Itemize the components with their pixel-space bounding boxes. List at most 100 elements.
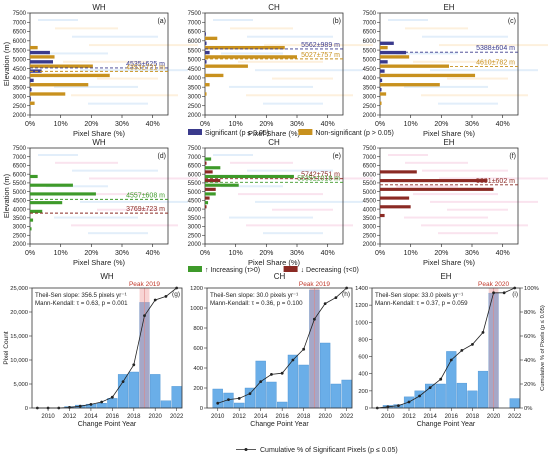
- x-tick-label: 40%: [146, 121, 160, 128]
- x-tick-label: 2010: [381, 414, 395, 420]
- cumulative-point: [78, 404, 82, 408]
- y-tick-label: 4000: [363, 76, 377, 82]
- y-tick-label: 5500: [188, 181, 202, 187]
- y-tick-label: 6500: [363, 30, 377, 36]
- x-tick-label: 2020: [149, 414, 163, 420]
- stripe: [238, 193, 323, 196]
- year-bar: [128, 371, 139, 409]
- x-tick-label: 0%: [200, 121, 210, 128]
- bar-a: [205, 50, 210, 55]
- y-tick-label: 1200: [190, 286, 203, 292]
- stripe: [72, 169, 158, 172]
- bar-a: [30, 201, 63, 205]
- x-tick-label: 30%: [290, 250, 304, 257]
- x-axis-label: Change Point Year: [78, 421, 137, 428]
- mean-label: 4557±608 m: [126, 192, 165, 199]
- stripe: [388, 154, 428, 156]
- y-tick-label: 6500: [188, 30, 202, 36]
- y-tick-label: 5500: [13, 48, 27, 54]
- plot-frame: [29, 12, 169, 116]
- y-tick-label: 5000: [13, 58, 27, 64]
- cumulative-point: [418, 394, 421, 398]
- y-tick-label: 3500: [363, 85, 377, 91]
- year-bar: [287, 354, 299, 409]
- y-tick-label: 7000: [363, 155, 377, 161]
- x-tick-label: 20%: [434, 121, 448, 128]
- mean-label: 5742±751 m: [301, 172, 340, 179]
- y-tick-label: 4000: [13, 207, 27, 213]
- stripe: [405, 161, 468, 164]
- panel-b: 0% 10% 20% 30% 40% Pixel Share (%) 2000 2500 300…: [188, 3, 373, 138]
- cumulative-point: [121, 380, 125, 383]
- y-tick-label: 7500: [13, 11, 27, 17]
- year-bar: [266, 381, 277, 409]
- stripe: [238, 60, 323, 63]
- stats-text: Mann-Kendall: τ = 0.37, p = 0.059: [375, 300, 468, 307]
- x-tick-label: 20%: [434, 250, 448, 257]
- bar-a: [205, 41, 207, 45]
- bar-a: [380, 69, 385, 73]
- y-tick-label: 3500: [363, 216, 377, 222]
- x-tick-label: 0%: [375, 121, 385, 128]
- y-tick-label: 6500: [363, 164, 377, 170]
- stripe: [421, 224, 528, 227]
- x-tick-label: 2018: [127, 414, 141, 420]
- cumulative-point: [407, 400, 411, 404]
- bar-b: [205, 187, 216, 191]
- y-tick-label: 400: [193, 366, 203, 372]
- stripe: [247, 35, 333, 38]
- bar-a: [205, 201, 209, 205]
- plot-frame: [371, 287, 521, 409]
- bar-a: [30, 192, 96, 196]
- bar-a: [380, 78, 383, 83]
- y2-tick-label: 100%: [524, 286, 539, 292]
- stripe: [54, 85, 138, 88]
- bar-b: [205, 161, 207, 165]
- stripe: [430, 69, 538, 72]
- bar-a: [380, 60, 388, 64]
- bar-a: [30, 87, 32, 92]
- stripe: [447, 208, 508, 211]
- y-tick-label: 6000: [363, 172, 377, 178]
- legend-label: Cumulative % of Significant Pixels (p ≤ …: [260, 447, 398, 454]
- panel-letter: (a): [157, 18, 166, 25]
- x-tick-label: 2020: [487, 414, 501, 420]
- x-tick-label: 20%: [84, 121, 98, 128]
- bar-a: [30, 209, 43, 213]
- panel-i: Peak 2020 EH (i) Theil-Sen slope: 33.0 pixe…: [355, 272, 546, 428]
- y-tick-label: 4500: [13, 67, 27, 73]
- y2-tick-label: 0%: [524, 406, 532, 412]
- x-tick-label: 2012: [402, 414, 416, 420]
- y-tick-label: 3000: [13, 95, 27, 101]
- cumulative-point: [100, 400, 104, 404]
- bar-b: [380, 45, 388, 50]
- y-tick-label: 4500: [13, 199, 27, 205]
- y-tick-label: 7500: [13, 146, 27, 152]
- stripe: [71, 94, 178, 97]
- y-tick-label: 0: [200, 406, 203, 412]
- x-axis-label: Pixel Share (%): [423, 129, 476, 138]
- stripe: [80, 200, 188, 203]
- bar-b: [380, 64, 449, 68]
- panel-letter: (c): [508, 18, 516, 25]
- cumulative-point: [132, 363, 136, 367]
- panel-letter: (i): [512, 291, 518, 298]
- stats-text: Mann-Kendall: τ = 0.36, p = 0.100: [210, 300, 303, 307]
- mean-label: 4353±721 m: [126, 64, 165, 71]
- plot-frame: [29, 147, 169, 245]
- mean-label: 4535±625 m: [126, 61, 165, 68]
- y-tick-label: 5000: [363, 58, 377, 64]
- y-tick-label: 6000: [13, 39, 27, 45]
- x-tick-label: 2018: [297, 414, 311, 420]
- x-tick-label: 10%: [229, 250, 243, 257]
- y-tick-label: 200: [193, 386, 203, 392]
- stripe: [438, 102, 498, 105]
- year-bar: [171, 386, 182, 409]
- bar-a: [205, 183, 239, 187]
- panel-letter: (b): [332, 18, 341, 25]
- bar-a: [380, 87, 382, 92]
- y-tick-label: 5000: [13, 190, 27, 196]
- cumulative-point: [259, 380, 263, 383]
- x-tick-label: 30%: [115, 250, 129, 257]
